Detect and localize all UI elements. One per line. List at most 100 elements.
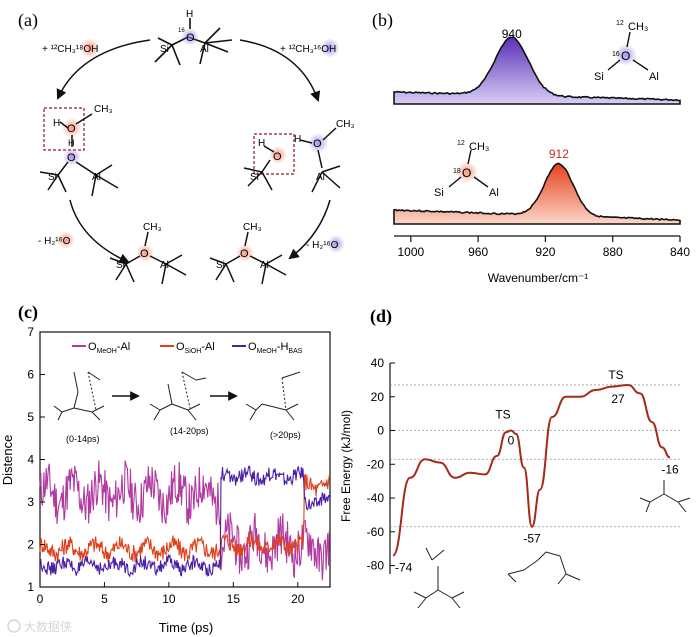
atom-si-prod-right: Si xyxy=(216,260,225,271)
oxygen-glow-right-frame xyxy=(269,146,287,164)
loss-right-glow xyxy=(327,235,345,253)
energy-point-labels: -74 0 -57 27 -16 xyxy=(395,392,679,574)
atom-al-right: Al xyxy=(316,172,325,183)
atom-o-prod-left: O xyxy=(140,248,149,260)
energy-sketch-1 xyxy=(413,547,465,609)
panel-d-label: (d) xyxy=(370,306,392,327)
panel-c-label: (c) xyxy=(18,302,38,323)
watermark: 大数据侠 xyxy=(7,619,72,634)
stage-sketch-3 xyxy=(245,371,301,421)
peak-bottom-label: 912 xyxy=(549,147,569,161)
stage-label-3: (>20ps) xyxy=(270,430,301,440)
energy-reference-lines xyxy=(390,384,680,528)
reagent-right: + ¹²CH₃¹⁶OH xyxy=(280,44,336,55)
inset-top-structure xyxy=(607,31,649,71)
inset-top-glow xyxy=(615,44,637,66)
md-y-tick-label: 3 xyxy=(27,495,34,509)
energy-y-tick-label: -80 xyxy=(367,559,385,573)
oxygen-glow-top xyxy=(181,28,199,46)
md-series-3 xyxy=(39,465,331,578)
md-series-2 xyxy=(39,473,331,563)
reagent-left-glow xyxy=(80,38,100,58)
md-y-tick-label: 6 xyxy=(27,368,34,382)
energy-value-label: -74 xyxy=(395,560,413,574)
arrow-bottom-left xyxy=(69,199,130,264)
md-x-ticks: 0 5 10 15 20 xyxy=(37,582,305,606)
watermark-icon xyxy=(7,619,21,633)
md-y-ticks: 1 2 3 4 5 6 7 xyxy=(27,325,45,594)
spectrum-x-label: Wavenumber/cm⁻¹ xyxy=(488,271,589,285)
atom-si-right: Si xyxy=(250,172,259,183)
md-x-tick-label: 20 xyxy=(291,592,305,606)
stage-sketch-2 xyxy=(149,371,207,421)
panel-a-label: (a) xyxy=(18,10,38,31)
legend-entry-2: OSiOH-Al xyxy=(176,341,215,355)
reagent-right-glow xyxy=(320,38,340,58)
dashed-box-right xyxy=(253,133,295,175)
molecule-right xyxy=(243,127,341,193)
oxygen-glow-right xyxy=(308,133,328,153)
reagent-left: + ¹²CH₃¹⁸OH xyxy=(42,44,98,55)
energy-y-tick-label: -40 xyxy=(367,491,385,505)
atom-si-prod-left: Si xyxy=(116,260,125,271)
inset-top-ch3: CH₃ xyxy=(628,21,648,33)
peak-top-label: 940 xyxy=(502,27,522,41)
md-series-group xyxy=(39,460,331,581)
inset-bottom-structure xyxy=(448,149,489,188)
inset-top-al: Al xyxy=(649,71,659,83)
oxygen-glow-left-frame xyxy=(63,148,81,166)
inset-top-o: O xyxy=(621,49,630,63)
energy-y-tick-label: -20 xyxy=(367,457,385,471)
atom-al-top: Al xyxy=(200,44,209,55)
energy-sketch-2 xyxy=(507,551,581,585)
energy-value-label: 27 xyxy=(611,392,625,406)
energy-curve xyxy=(392,383,671,557)
legend-entry-3: OMeOH-HBAS xyxy=(248,341,303,355)
ts-label-2: TS xyxy=(608,368,623,382)
atom-ch3-prod-right: CH₃ xyxy=(243,222,262,233)
inset-bottom-o: O xyxy=(462,166,471,180)
atom-al-prod-left: Al xyxy=(160,260,169,271)
md-x-tick-label: 10 xyxy=(162,592,176,606)
panel-a: (a) H O 16 Si Al + ¹²CH₃¹⁸OH + ¹²CH₃¹⁶OH xyxy=(18,9,355,285)
md-x-tick-label: 15 xyxy=(227,592,241,606)
loss-right: - H₂¹⁶O xyxy=(306,240,339,251)
arrow-top-right xyxy=(239,39,321,102)
product-left xyxy=(109,231,187,285)
md-x-tick-label: 0 xyxy=(37,592,44,606)
loss-left-glow xyxy=(57,231,75,249)
arrow-top-left xyxy=(56,39,151,100)
ts-label-1: TS xyxy=(495,408,510,422)
atom-si-top: Si xyxy=(160,44,169,55)
energy-y-tick-label: 0 xyxy=(377,424,384,438)
inset-bottom-ch3: CH₃ xyxy=(469,141,489,153)
loss-left: - H₂¹⁶O xyxy=(38,236,71,247)
energy-sketch-3 xyxy=(639,480,691,513)
stage-label-1: (0-14ps) xyxy=(66,434,100,444)
md-y-tick-label: 1 xyxy=(27,580,34,594)
spectrum-tick-label: 920 xyxy=(535,245,555,259)
energy-y-tick-label: 40 xyxy=(371,356,385,370)
energy-value-label: -16 xyxy=(661,463,679,477)
inset-bottom-iso18: 18 xyxy=(453,168,461,175)
arrow-bottom-right xyxy=(288,199,331,260)
inset-bottom-al: Al xyxy=(489,187,499,199)
inset-top-iso16: 16 xyxy=(612,51,620,58)
atom-ch3-right: CH₃ xyxy=(336,119,355,130)
atom-h-right-bas: H xyxy=(294,134,301,145)
atom-ch3-prod-left: CH₃ xyxy=(143,222,162,233)
inset-bottom-si: Si xyxy=(434,187,444,199)
inset-top-si: Si xyxy=(594,71,604,83)
atom-al-left: Al xyxy=(92,172,101,183)
product-right xyxy=(209,231,287,285)
inset-bottom-iso12: 12 xyxy=(457,140,465,147)
atom-h-left: H xyxy=(53,118,60,129)
md-y-tick-label: 5 xyxy=(27,410,34,424)
atom-h-left-bas: H xyxy=(68,138,75,148)
watermark-text: 大数据侠 xyxy=(24,619,72,634)
md-series-1 xyxy=(39,460,331,581)
atom-o-left: O xyxy=(67,123,76,135)
inset-bottom-glow xyxy=(456,161,478,183)
